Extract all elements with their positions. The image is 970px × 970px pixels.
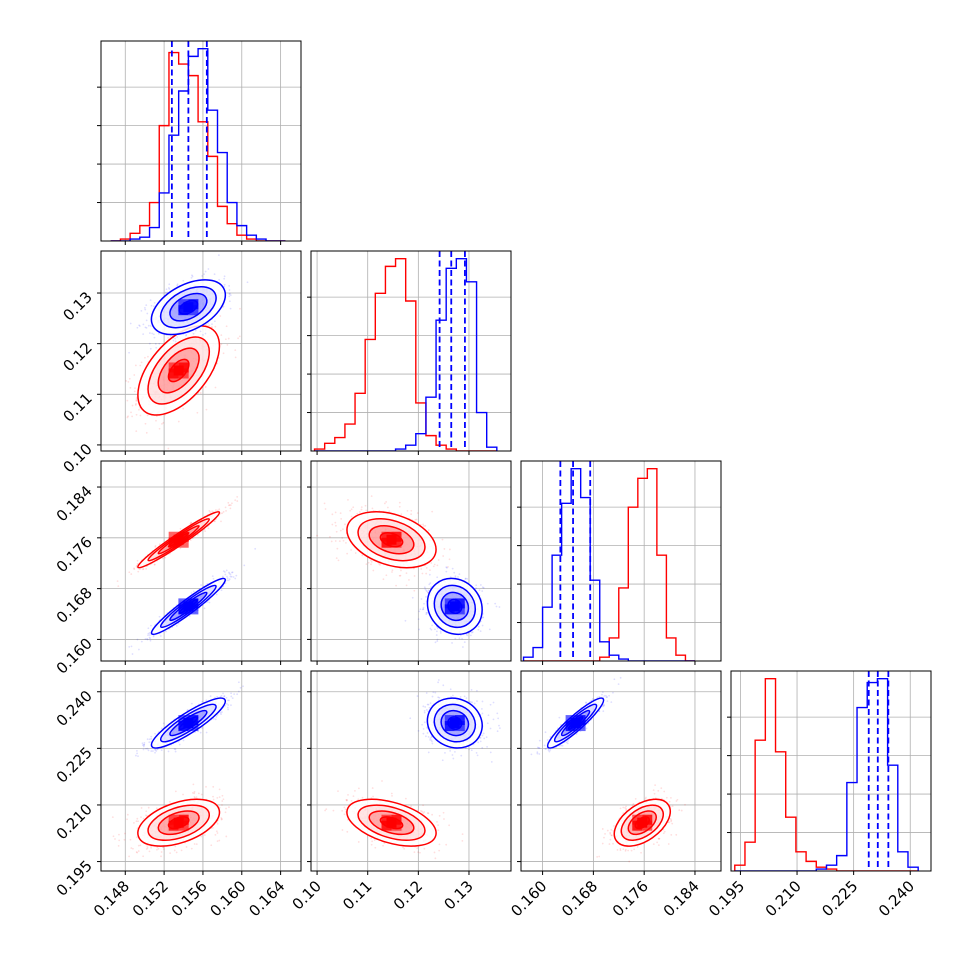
blue-contour-level (426, 697, 483, 749)
blue-density-contours (546, 697, 605, 749)
blue-density-core (178, 715, 199, 732)
red-density-core (168, 814, 189, 831)
red-histogram-2 (523, 467, 695, 661)
y-tick-label: 0.11 (59, 389, 95, 425)
panel-2-0: 0.160 0.168 0.176 0.184 (53, 460, 302, 678)
blue-histogram-3 (734, 677, 919, 871)
y-tick-label: 0.12 (59, 339, 95, 375)
red-contour-level (346, 798, 437, 847)
red-density-core (381, 814, 402, 831)
x-tick-label: 0.168 (558, 877, 601, 920)
x-tick-label: 0.160 (507, 877, 550, 920)
blue-density-contours (150, 577, 227, 636)
x-tick-label: 0.13 (440, 877, 476, 913)
x-tick-label: 0.240 (875, 877, 918, 920)
x-tick-label: 0.184 (660, 877, 703, 920)
blue-histogram-0 (110, 47, 286, 241)
y-tick-label: 0.184 (53, 482, 96, 525)
blue-contour-level (426, 577, 483, 636)
red-density-contours (137, 511, 221, 569)
panel-3-0: 0.195 0.210 0.225 0.240 0.1480.1520.1560.160… (53, 670, 302, 920)
red-contour-level (137, 325, 221, 416)
panel-frame (100, 250, 302, 452)
x-tick-label: 0.11 (339, 877, 375, 913)
panel-frame (520, 670, 722, 872)
red-density-contours (613, 798, 671, 847)
red-density-core (168, 531, 189, 548)
red-density-core (632, 814, 653, 831)
panel-frame (100, 460, 302, 662)
red-density-core (168, 362, 189, 379)
x-tick-label: 0.210 (762, 877, 805, 920)
red-contour-level (613, 798, 671, 847)
panel-3-3: 0.195 0.210 0.225 0.240 (705, 670, 932, 920)
y-tick-label: 0.210 (53, 800, 96, 843)
red-density-contours (346, 798, 437, 847)
blue-histogram-1 (314, 257, 498, 451)
panel-1-0: 0.10 0.11 0.12 0.13 (59, 250, 302, 476)
red-density-contours (137, 325, 221, 416)
red-contour-level (137, 798, 221, 847)
blue-density-contours (426, 577, 483, 636)
x-tick-label: 0.164 (245, 877, 288, 920)
panel-2-1 (307, 460, 512, 665)
blue-histogram-2 (522, 467, 695, 661)
x-tick-label: 0.148 (90, 877, 133, 920)
blue-density-core (178, 598, 199, 615)
panel-frame (310, 460, 512, 662)
panel-2-2 (517, 460, 722, 665)
x-tick-label: 0.10 (289, 877, 325, 913)
blue-density-core (444, 715, 465, 732)
red-histogram-0 (110, 51, 286, 241)
x-tick-label: 0.225 (818, 877, 861, 920)
y-tick-label: 0.176 (53, 533, 96, 576)
panel-frame (100, 670, 302, 872)
panel-frame (100, 40, 302, 242)
y-tick-label: 0.225 (53, 743, 96, 786)
x-tick-label: 0.195 (705, 877, 748, 920)
red-density-contours (346, 511, 437, 569)
panel-frame (310, 670, 512, 872)
panel-frame (310, 250, 512, 452)
blue-density-core (178, 299, 199, 316)
panel-3-1: 0.10 0.11 0.12 0.13 (289, 670, 512, 913)
red-histogram-3 (734, 677, 919, 871)
panel-frame (520, 460, 722, 662)
blue-density-contours (426, 697, 483, 749)
x-tick-label: 0.176 (609, 877, 652, 920)
y-tick-label: 0.240 (53, 687, 96, 730)
panel-1-1 (307, 250, 512, 455)
blue-density-contours (150, 697, 227, 749)
red-density-contours (137, 798, 221, 847)
y-tick-label: 0.195 (53, 857, 96, 900)
panel-frame (730, 670, 932, 872)
y-tick-label: 0.168 (53, 584, 96, 627)
y-tick-label: 0.160 (53, 635, 96, 678)
red-contour-level (346, 511, 437, 569)
red-histogram-1 (313, 257, 497, 451)
blue-density-core (565, 715, 586, 732)
blue-density-contours (150, 279, 227, 336)
x-tick-label: 0.152 (129, 877, 172, 920)
panel-3-2: 0.160 0.168 0.176 0.184 (507, 670, 722, 920)
x-tick-label: 0.156 (168, 877, 211, 920)
y-tick-label: 0.13 (59, 288, 95, 324)
x-tick-label: 0.160 (207, 877, 250, 920)
red-density-core (381, 531, 402, 548)
y-tick-label: 0.10 (59, 440, 95, 476)
blue-density-core (444, 598, 465, 615)
x-tick-label: 0.12 (390, 877, 426, 913)
panel-0-0 (97, 40, 302, 245)
blue-contour-level (150, 697, 227, 749)
blue-contour-level (150, 279, 227, 336)
